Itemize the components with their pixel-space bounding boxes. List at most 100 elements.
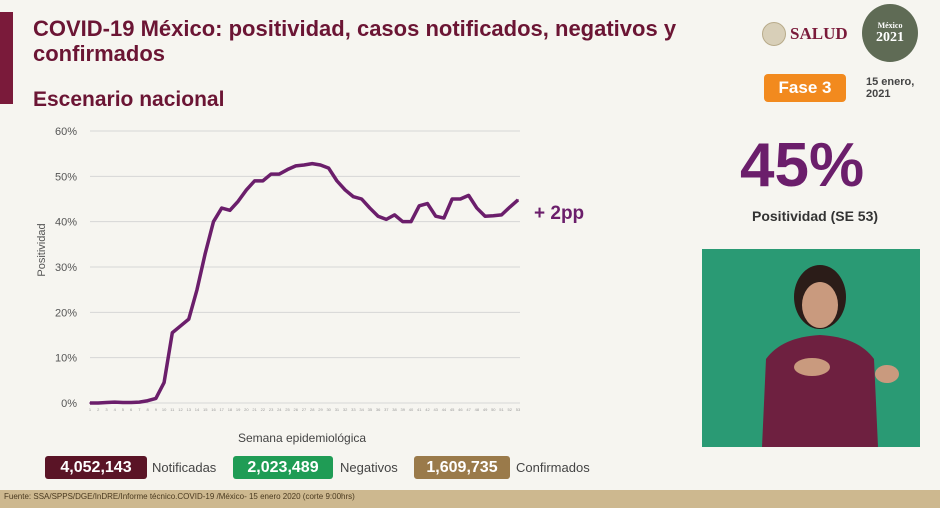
interpreter-figure <box>762 265 899 447</box>
x-tick-label: 27 <box>302 407 307 412</box>
y-tick-label: 60% <box>55 126 77 138</box>
x-tick-label: 46 <box>458 407 463 412</box>
x-tick-label: 19 <box>236 407 241 412</box>
x-tick-label: 26 <box>294 407 299 412</box>
data-point <box>500 214 503 216</box>
data-point <box>410 220 412 223</box>
data-point <box>220 207 223 209</box>
x-tick-label: 28 <box>310 407 315 412</box>
x-tick-label: 48 <box>475 407 480 412</box>
page-title: COVID-19 México: positividad, casos noti… <box>33 16 677 66</box>
data-point <box>369 207 371 209</box>
data-point <box>229 209 231 212</box>
x-tick-label: 47 <box>466 407 471 412</box>
data-point <box>377 215 379 218</box>
y-tick-label: 10% <box>55 353 77 365</box>
x-tick-label: 42 <box>425 407 430 412</box>
x-tick-label: 5 <box>122 407 125 412</box>
x-axis-label: Semana epidemiológica <box>238 431 366 445</box>
x-tick-label: 9 <box>155 407 158 412</box>
data-point <box>163 381 165 384</box>
data-point <box>262 180 264 182</box>
x-tick-label: 43 <box>433 407 438 412</box>
data-point <box>352 195 355 198</box>
confirmados-badge: 1,609,735 <box>414 456 510 479</box>
data-point <box>187 318 190 320</box>
page-subtitle: Escenario nacional <box>33 88 225 111</box>
data-point <box>105 401 108 404</box>
data-point <box>360 198 363 200</box>
x-tick-label: 3 <box>105 407 108 412</box>
x-tick-label: 52 <box>508 407 513 412</box>
salud-logo: SALUD <box>762 22 848 46</box>
data-point <box>467 194 470 197</box>
x-tick-label: 14 <box>195 407 200 412</box>
y-tick-label: 0% <box>61 398 77 410</box>
x-tick-label: 4 <box>114 407 117 412</box>
x-tick-label: 16 <box>211 407 216 412</box>
data-point <box>270 173 272 175</box>
data-point <box>155 397 157 400</box>
x-tick-label: 45 <box>450 407 455 412</box>
x-tick-label: 53 <box>516 407 521 412</box>
x-tick-label: 29 <box>318 407 323 412</box>
sign-language-interpreter-video <box>702 249 920 447</box>
data-point <box>171 331 174 334</box>
data-point <box>179 325 182 327</box>
x-tick-label: 22 <box>261 407 266 412</box>
data-point <box>492 214 495 217</box>
x-tick-label: 38 <box>392 407 397 412</box>
accent-bar <box>0 12 13 104</box>
data-point <box>476 207 478 209</box>
x-tick-label: 2 <box>97 407 100 412</box>
data-point <box>459 198 462 200</box>
data-point <box>426 202 429 205</box>
data-point <box>336 180 338 182</box>
data-point <box>294 165 297 167</box>
negativos-badge: 2,023,489 <box>233 456 333 479</box>
data-point <box>245 189 248 191</box>
y-tick-label: 30% <box>55 262 77 274</box>
x-tick-label: 36 <box>376 407 381 412</box>
logo-2021-text: 2021 <box>876 29 904 45</box>
confirmados-label: Confirmados <box>516 460 590 475</box>
x-tick-label: 31 <box>335 407 340 412</box>
data-point <box>89 402 91 404</box>
x-tick-label: 10 <box>162 407 167 412</box>
x-tick-label: 33 <box>351 407 356 412</box>
data-point <box>138 401 141 403</box>
x-tick-label: 11 <box>170 407 175 412</box>
y-tick-label: 50% <box>55 171 77 183</box>
x-tick-label: 40 <box>409 407 414 412</box>
data-point <box>212 220 215 223</box>
data-point <box>344 189 346 191</box>
x-tick-label: 30 <box>326 407 331 412</box>
x-tick-label: 25 <box>285 407 290 412</box>
x-tick-label: 13 <box>187 407 192 412</box>
seal-icon <box>762 22 786 46</box>
x-tick-label: 41 <box>417 407 422 412</box>
data-point <box>196 288 198 291</box>
notificadas-badge: 4,052,143 <box>45 456 147 479</box>
data-point <box>146 399 149 402</box>
y-axis-label: Positividad <box>36 223 48 276</box>
negativos-label: Negativos <box>340 460 398 475</box>
x-tick-label: 44 <box>442 407 447 412</box>
data-point <box>237 200 239 203</box>
x-tick-label: 6 <box>130 407 133 412</box>
positivity-value: 45% <box>740 131 865 200</box>
positivity-label: Positividad (SE 53) <box>752 208 879 224</box>
data-point <box>434 215 437 218</box>
positivity-chart: 0%10%20%30%40%50%60%1 2 3 4 5 6 7 8 9 10 11 12 13 14 1… <box>36 126 521 445</box>
y-tick-label: 20% <box>55 307 77 319</box>
data-point <box>204 252 207 255</box>
salud-logo-text: SALUD <box>790 24 848 43</box>
data-point <box>418 205 421 207</box>
data-point <box>278 173 281 175</box>
date-label: 15 enero, 2021 <box>866 76 915 100</box>
x-tick-label: 8 <box>146 407 149 412</box>
x-tick-label: 35 <box>368 407 373 412</box>
x-tick-label: 18 <box>228 407 233 412</box>
data-point <box>130 401 132 404</box>
x-tick-label: 21 <box>252 407 257 412</box>
